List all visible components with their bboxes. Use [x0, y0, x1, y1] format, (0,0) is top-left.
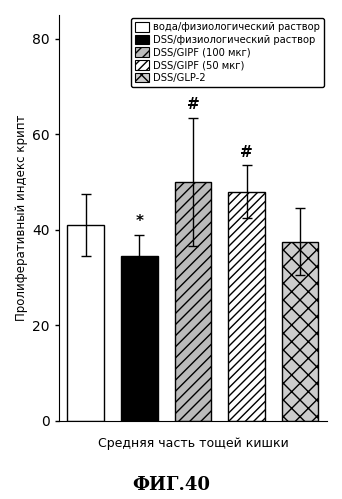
- Legend: вода/физиологический раствор, DSS/физиологический раствор, DSS/GIPF (100 мкг), D: вода/физиологический раствор, DSS/физиол…: [131, 18, 324, 87]
- Text: Средняя часть тощей кишки: Средняя часть тощей кишки: [97, 437, 288, 450]
- Bar: [175, 182, 211, 421]
- Text: *: *: [135, 214, 143, 229]
- Bar: [67, 225, 104, 421]
- Bar: [282, 242, 318, 421]
- Bar: [121, 256, 158, 421]
- Bar: [228, 192, 265, 421]
- Text: #: #: [240, 145, 253, 160]
- Text: #: #: [186, 97, 199, 112]
- Text: ФИГ.40: ФИГ.40: [132, 476, 210, 494]
- Y-axis label: Пролиферативный индекс крипт: Пролиферативный индекс крипт: [15, 115, 28, 321]
